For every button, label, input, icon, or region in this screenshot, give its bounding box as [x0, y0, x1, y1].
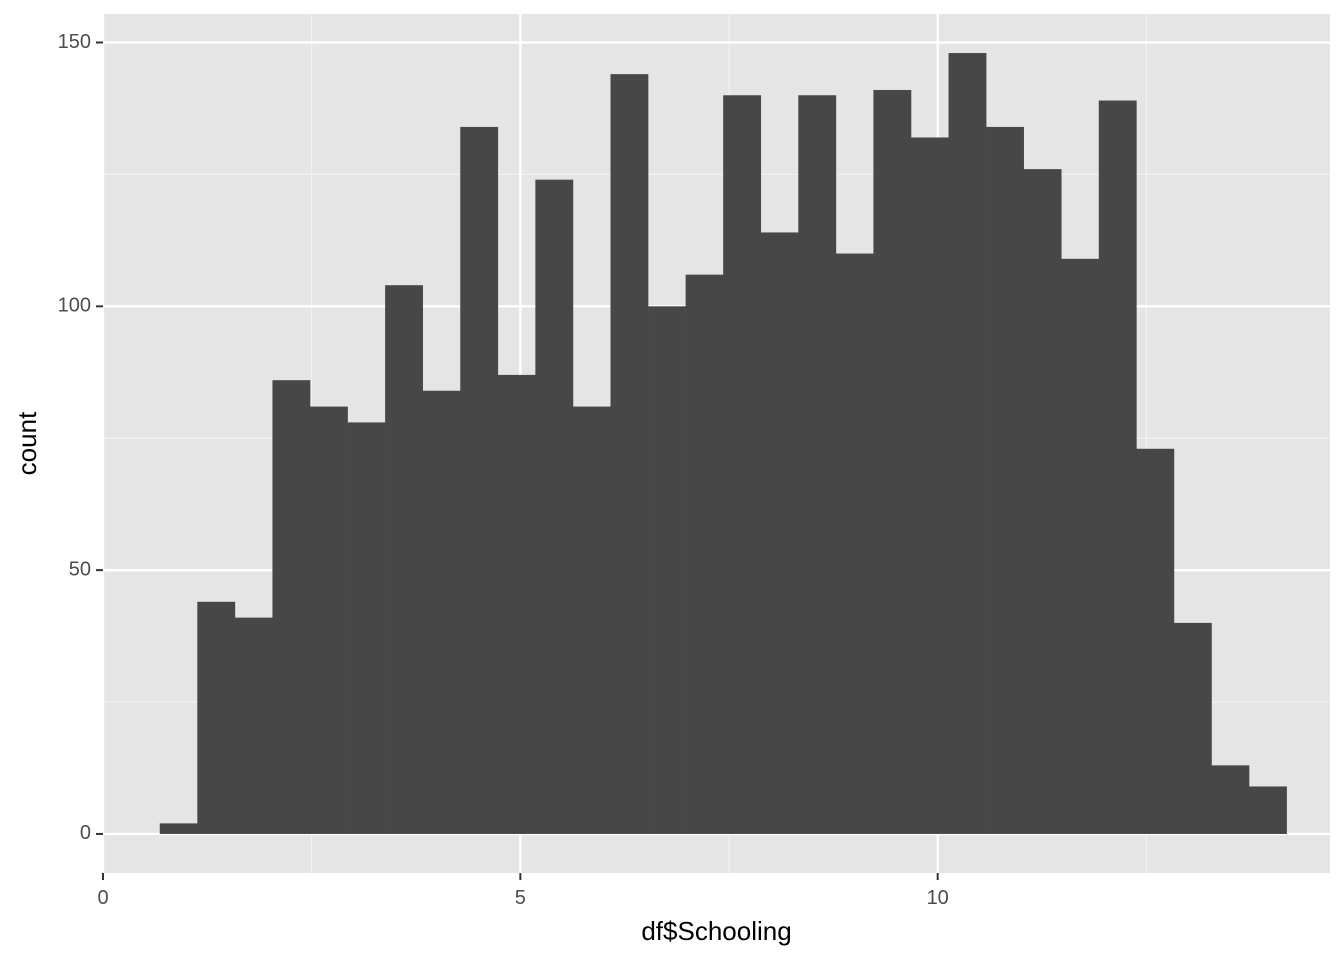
histogram-bar: [1211, 765, 1250, 834]
histogram-bar: [1136, 448, 1175, 834]
histogram-bar: [723, 95, 762, 834]
y-tick-label: 100: [58, 295, 91, 317]
histogram-bar: [572, 406, 611, 834]
histogram-bar: [272, 380, 311, 834]
histogram-bar: [1249, 786, 1287, 834]
histogram-bar: [234, 617, 273, 834]
histogram-bar: [1098, 100, 1137, 834]
histogram-bar: [1061, 258, 1100, 834]
histogram-bar: [422, 390, 461, 834]
y-tick-label: 0: [80, 822, 91, 844]
histogram-bar: [948, 53, 987, 834]
histogram-bar: [159, 823, 198, 834]
histogram-bar: [685, 274, 724, 834]
histogram-bar: [648, 306, 686, 834]
histogram-bar: [760, 232, 799, 834]
x-tick-label: 10: [927, 887, 949, 909]
histogram-bar: [910, 137, 949, 834]
histogram-bar: [497, 374, 536, 834]
histogram-bar: [835, 253, 874, 834]
x-tick-label: 5: [515, 887, 526, 909]
x-tick-label: 0: [97, 887, 108, 909]
histogram-bar: [798, 95, 837, 834]
histogram-bar: [1023, 169, 1062, 834]
histogram-bars: [159, 53, 1287, 834]
histogram-bar: [986, 126, 1024, 834]
y-tick-label: 50: [69, 558, 91, 580]
y-tick-label: 150: [58, 31, 91, 53]
histogram-bar: [535, 179, 574, 834]
histogram-bar: [1173, 622, 1212, 834]
histogram-bar: [873, 89, 912, 834]
x-axis: 0 5 10: [97, 873, 949, 909]
histogram-bar: [460, 126, 499, 834]
x-axis-title: df$Schooling: [641, 916, 791, 946]
histogram-bar: [197, 601, 236, 834]
y-axis: 0 50 100 150: [58, 31, 103, 844]
histogram-bar: [610, 74, 649, 834]
histogram-bar: [310, 406, 348, 834]
histogram-bar: [347, 422, 386, 834]
histogram-bar: [385, 285, 423, 834]
y-axis-title: count: [12, 411, 42, 475]
